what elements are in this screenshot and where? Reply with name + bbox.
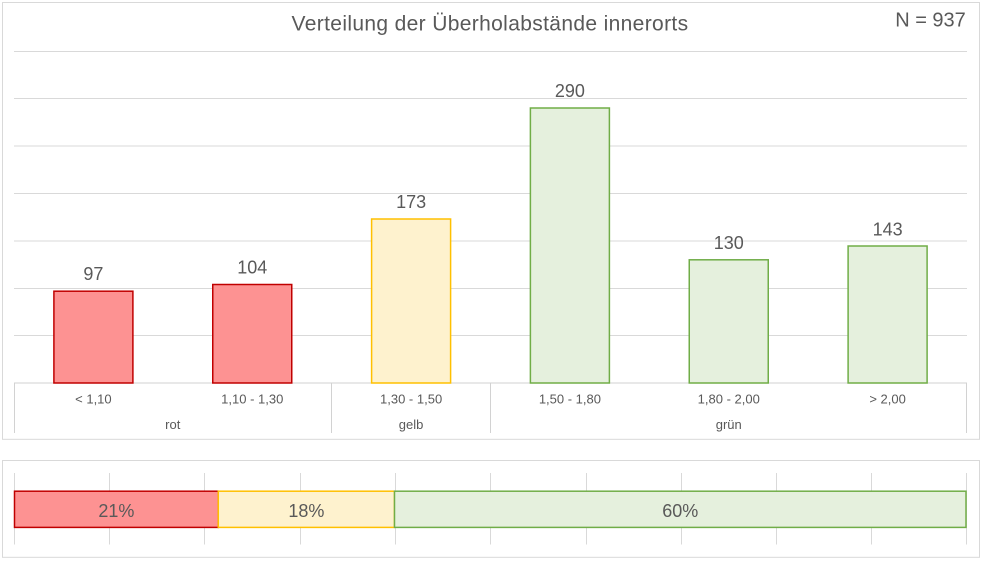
svg-text:104: 104 xyxy=(237,257,267,277)
svg-text:1,80 - 2,00: 1,80 - 2,00 xyxy=(698,392,760,407)
svg-text:1,30 - 1,50: 1,30 - 1,50 xyxy=(380,392,442,407)
svg-text:130: 130 xyxy=(714,233,744,253)
svg-text:143: 143 xyxy=(873,220,903,240)
svg-text:< 1,10: < 1,10 xyxy=(75,392,112,407)
svg-text:1,50 - 1,80: 1,50 - 1,80 xyxy=(539,392,601,407)
svg-text:97: 97 xyxy=(83,264,103,284)
svg-text:173: 173 xyxy=(396,192,426,212)
svg-text:60%: 60% xyxy=(662,501,698,521)
svg-text:18%: 18% xyxy=(288,501,324,521)
svg-text:> 2,00: > 2,00 xyxy=(869,392,906,407)
svg-text:grün: grün xyxy=(716,417,742,432)
svg-text:1,10 - 1,30: 1,10 - 1,30 xyxy=(221,392,283,407)
svg-text:N = 937: N = 937 xyxy=(895,10,966,32)
svg-text:21%: 21% xyxy=(98,501,134,521)
svg-text:Verteilung der Überholabstände: Verteilung der Überholabstände innerorts xyxy=(292,13,689,36)
svg-text:290: 290 xyxy=(555,81,585,101)
svg-text:gelb: gelb xyxy=(399,417,424,432)
svg-text:rot: rot xyxy=(165,417,181,432)
